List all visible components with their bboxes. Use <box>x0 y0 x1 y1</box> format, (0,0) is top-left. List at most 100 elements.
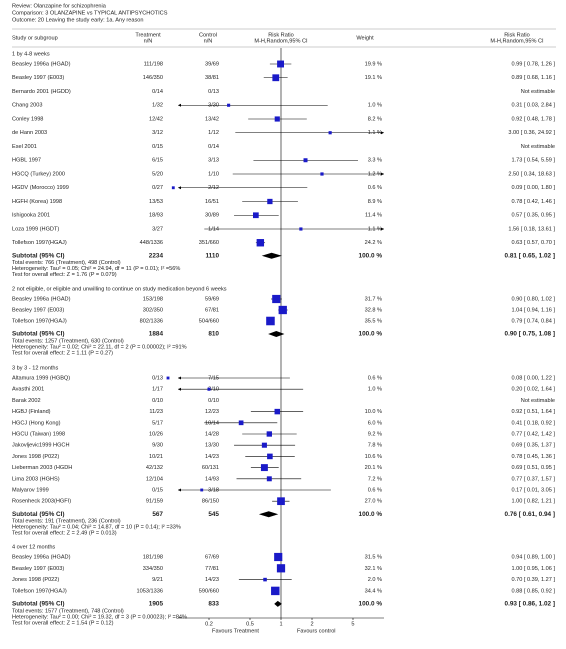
treatment-events: 3/27 <box>152 226 163 232</box>
control-events: 504/660 <box>199 318 219 324</box>
effect-label: 0.70 [ 0.39, 1.27 ] <box>511 577 555 583</box>
study-name: Conley 1998 <box>12 116 43 122</box>
study-name: Bernardo 2001 (HGDD) <box>12 89 71 95</box>
weight-label: 35.5 % <box>365 318 382 324</box>
control-events: 30/89 <box>205 213 219 219</box>
subgroup-title: 3 by 3 - 12 months <box>12 365 59 371</box>
weight-label: 8.2 % <box>368 116 382 122</box>
study-name: Beasley 1997 (E003) <box>12 75 64 81</box>
effect-label: 0.92 [ 0.48, 1.78 ] <box>511 116 555 122</box>
treatment-events: 10/21 <box>149 454 163 460</box>
study-box <box>274 116 280 122</box>
x-tick-label: 5 <box>351 621 354 627</box>
control-events: 14/93 <box>205 476 219 482</box>
study-name: Beasley 1996a (HGAD) <box>12 554 71 560</box>
treatment-events: 0/10 <box>152 398 163 404</box>
study-name: Jones 1998 (P022) <box>12 577 59 583</box>
subtotal-name: Subtotal (95% CI) <box>12 511 65 518</box>
effect-label: 0.08 [ 0.00, 1.22 ] <box>511 375 555 381</box>
study-name: HGFH (Korea) 1998 <box>12 199 62 205</box>
study-name: Rosenheck 2003(HGFI) <box>12 499 71 505</box>
treatment-events: 6/15 <box>152 158 163 164</box>
effect-label: 0.69 [ 0.35, 1.37 ] <box>511 443 555 449</box>
subtotal-effect: 0.76 [ 0.61, 0.94 ] <box>505 511 555 518</box>
weight-label: 6.0 % <box>368 420 382 426</box>
weight-label: 19.9 % <box>365 61 382 67</box>
study-box <box>256 239 265 247</box>
control-events: 3/10 <box>208 387 219 393</box>
study-box <box>260 464 268 472</box>
study-name: Lima 2003 (HGHS) <box>12 476 60 482</box>
treatment-events: 10/26 <box>149 431 163 437</box>
treatment-events: 12/42 <box>149 116 163 122</box>
study-box <box>207 387 211 391</box>
study-box <box>274 552 283 562</box>
weight-label: 0.6 % <box>368 375 382 381</box>
treatment-events: 18/93 <box>149 213 163 219</box>
col-effect: Risk Ratio <box>504 32 530 38</box>
overall-test: Test for overall effect: Z = 1.76 (P = 0… <box>12 272 117 278</box>
col-control-unit: n/N <box>204 38 213 44</box>
effect-label: 0.69 [ 0.51, 0.95 ] <box>511 465 555 471</box>
weight-label: 19.1 % <box>365 75 382 81</box>
subtotal-treatment: 1884 <box>149 331 164 338</box>
control-events: 0/13 <box>208 89 219 95</box>
weight-label: 3.3 % <box>368 158 382 164</box>
effect-label: 1.00 [ 0.95, 1.06 ] <box>511 566 555 572</box>
subgroup-title: 2 not eligible, or eligible and unwillin… <box>12 286 227 292</box>
study-box <box>227 103 231 107</box>
treatment-events: 334/350 <box>143 566 163 572</box>
study-box <box>263 577 267 582</box>
effect-label: 0.77 [ 0.37, 1.57 ] <box>511 476 555 482</box>
study-name: Ishigooka 2001 <box>12 213 50 219</box>
control-events: 38/81 <box>205 75 219 81</box>
study-box <box>252 212 259 219</box>
ci-arrow <box>381 131 384 135</box>
subtotal-effect: 0.81 [ 0.65, 1.02 ] <box>505 252 555 259</box>
subgroup-title: 1 by 4-8 weeks <box>12 51 50 57</box>
col-effect-method: M-H,Random,95% CI <box>490 38 544 44</box>
study-name: Jakovljevic1999 HGCH <box>12 443 70 449</box>
study-name: HGCJ (Hong Kong) <box>12 420 61 426</box>
control-events: 16/51 <box>205 199 219 205</box>
control-events: 14/28 <box>205 431 219 437</box>
study-name: HGBJ (Finland) <box>12 409 51 415</box>
study-box <box>266 431 272 437</box>
study-box <box>272 74 280 82</box>
effect-label: 0.90 [ 0.80, 1.02 ] <box>511 296 555 302</box>
ci-arrow <box>178 488 181 492</box>
control-events: 13/42 <box>205 116 219 122</box>
weight-label: 1.0 % <box>368 387 382 393</box>
effect-label: 1.73 [ 0.54, 5.59 ] <box>511 158 555 164</box>
treatment-events: 0/15 <box>152 144 163 150</box>
study-name: Chang 2003 <box>12 103 42 109</box>
study-name: de Hann 2003 <box>12 130 47 136</box>
ci-arrow <box>178 376 181 380</box>
treatment-events: 146/350 <box>143 75 163 81</box>
heterogeneity: Heterogeneity: Tau² = 0.00; Chi² = 19.32… <box>12 614 187 620</box>
study-name: Beasley 1997 (E003) <box>12 307 64 313</box>
study-name: Barak 2002 <box>12 398 41 404</box>
treatment-events: 181/198 <box>143 554 163 560</box>
treatment-events: 12/104 <box>146 476 163 482</box>
control-events: 67/81 <box>205 307 219 313</box>
effect-label: 0.57 [ 0.35, 0.95 ] <box>511 213 555 219</box>
x-tick-label: 2 <box>310 621 313 627</box>
effect-label: 3.00 [ 0.36, 24.92 ] <box>508 130 555 136</box>
study-box <box>299 227 303 231</box>
treatment-events: 13/53 <box>149 199 163 205</box>
effect-label: 1.00 [ 0.82, 1.21 ] <box>511 499 555 505</box>
ci-arrow <box>178 103 181 107</box>
control-events: 14/23 <box>205 454 219 460</box>
comparison: Comparison: 3 OLANZAPINE vs TYPICAL ANTI… <box>12 10 168 16</box>
treatment-events: 302/350 <box>143 307 163 313</box>
treatment-events: 1/17 <box>152 387 163 393</box>
ci-arrow <box>381 172 384 176</box>
treatment-events: 0/15 <box>152 487 163 493</box>
effect-label: 0.79 [ 0.74, 0.84 ] <box>511 318 555 324</box>
treatment-events: 91/159 <box>146 499 163 505</box>
study-name: Beasley 1996a (HGAD) <box>12 61 71 67</box>
study-name: Tollefson 1997(HGAJ) <box>12 240 67 246</box>
study-box <box>271 586 280 596</box>
weight-label: 7.8 % <box>368 443 382 449</box>
